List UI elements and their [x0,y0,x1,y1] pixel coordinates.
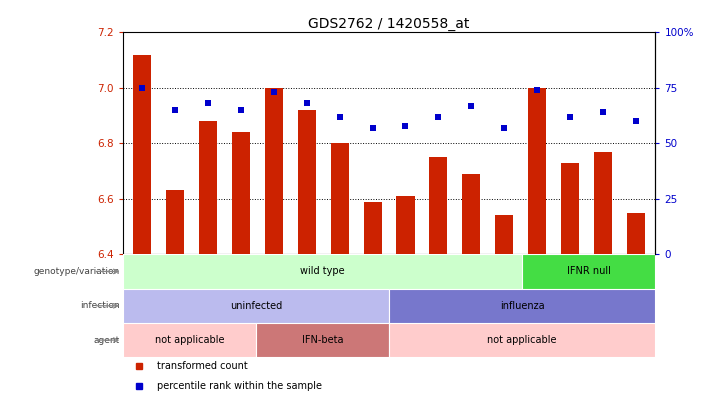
Bar [199,121,217,254]
Point [433,113,444,120]
Bar [429,157,447,254]
Bar [397,196,414,254]
Bar [561,163,579,254]
Bar [256,323,389,357]
Text: uninfected: uninfected [230,301,282,311]
Bar [389,289,655,323]
Text: agent: agent [94,336,120,345]
Point [597,109,608,115]
Point [301,100,313,107]
Bar [462,174,480,254]
Bar [123,289,389,323]
Point [630,118,641,124]
Point [465,102,477,109]
Point [400,122,411,129]
Point [170,107,181,113]
Point [236,107,247,113]
Text: percentile rank within the sample: percentile rank within the sample [157,381,322,391]
Bar [627,213,645,254]
Text: not applicable: not applicable [487,335,557,345]
Point [564,113,576,120]
Bar [298,110,316,254]
Bar [123,323,256,357]
Text: infection: infection [80,301,120,310]
Bar [265,88,283,254]
Bar [528,88,546,254]
Point [531,87,543,93]
Bar [389,323,655,357]
Bar [123,254,522,289]
Point [203,100,214,107]
Text: transformed count: transformed count [157,361,248,371]
Text: IFNR null: IFNR null [567,266,611,277]
Bar [495,215,513,254]
Point [334,113,346,120]
Text: IFN-beta: IFN-beta [301,335,343,345]
Text: influenza: influenza [500,301,545,311]
Text: not applicable: not applicable [154,335,224,345]
Bar [594,151,612,254]
Point [498,125,510,131]
Point [268,89,280,96]
Bar [232,132,250,254]
Title: GDS2762 / 1420558_at: GDS2762 / 1420558_at [308,17,470,31]
Bar [166,190,184,254]
Bar [522,254,655,289]
Text: wild type: wild type [300,266,345,277]
Point [367,125,379,131]
Bar [133,55,151,254]
Bar [331,143,349,254]
Bar [364,202,381,254]
Point [137,85,148,91]
Text: genotype/variation: genotype/variation [34,267,120,276]
